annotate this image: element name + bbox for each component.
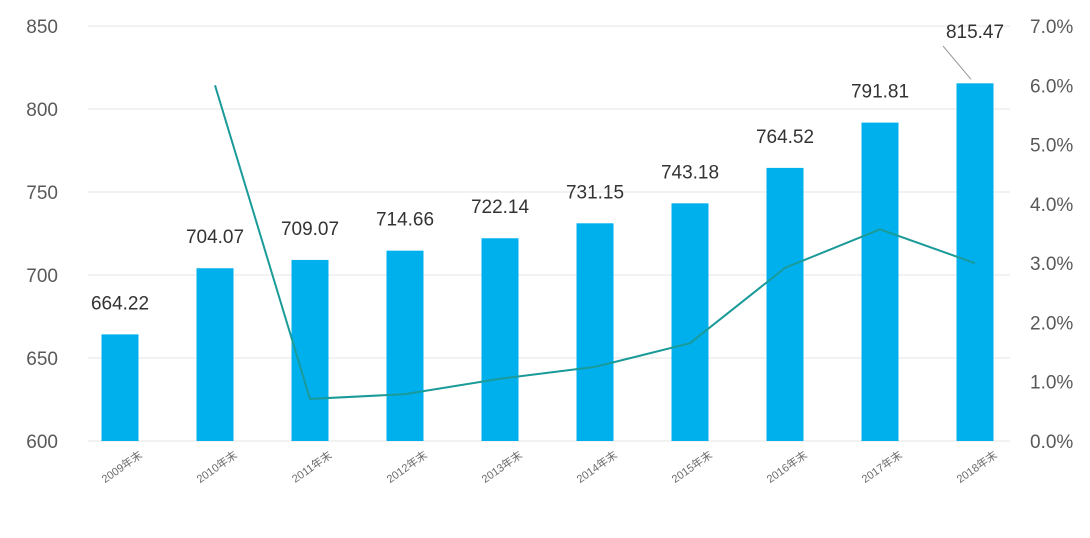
- growth-rate-line: [214, 84, 976, 400]
- bar: [766, 167, 804, 442]
- data-label: 764.52: [756, 127, 814, 148]
- left-tick-label: 700: [26, 266, 58, 287]
- right-tick-label: 7.0%: [1030, 17, 1073, 38]
- bars: [101, 83, 994, 442]
- bar: [481, 238, 519, 441]
- bar: [291, 259, 329, 441]
- right-tick-label: 1.0%: [1030, 373, 1073, 394]
- x-tick-label: 2009年末: [99, 448, 145, 486]
- bar: [196, 268, 234, 441]
- data-labels: 664.22 704.07 709.07 714.66 722.14 731.15 743.…: [91, 22, 1004, 314]
- data-label: 815.47: [946, 22, 1004, 43]
- x-tick-label: 2015年末: [669, 448, 715, 486]
- right-tick-label: 0.0%: [1030, 432, 1073, 453]
- bar: [671, 203, 709, 441]
- bar: [101, 334, 139, 441]
- x-tick-label: 2014年末: [574, 448, 620, 486]
- x-tick-label: 2011年末: [289, 448, 334, 486]
- right-tick-label: 3.0%: [1030, 254, 1073, 275]
- data-label: 664.22: [91, 293, 149, 314]
- x-tick-label: 2016年末: [764, 448, 810, 486]
- left-tick-label: 850: [26, 17, 58, 38]
- left-tick-label: 600: [26, 432, 58, 453]
- label-leader-line: [942, 45, 972, 80]
- bar: [576, 223, 614, 441]
- left-tick-label: 800: [26, 100, 58, 121]
- line-series: [214, 84, 976, 400]
- right-tick-label: 4.0%: [1030, 195, 1073, 216]
- right-y-axis: 0.0% 1.0% 2.0% 3.0% 4.0% 5.0% 6.0% 7.0%: [1030, 17, 1073, 453]
- x-axis: 2009年末 2010年末 2011年末 2012年末 2013年末 2014年末 2015…: [99, 448, 1000, 486]
- data-label: 709.07: [281, 219, 339, 240]
- data-label: 731.15: [566, 182, 624, 203]
- data-label: 791.81: [851, 82, 909, 103]
- left-tick-label: 650: [26, 349, 58, 370]
- x-tick-label: 2010年末: [194, 448, 240, 486]
- data-label: 743.18: [661, 162, 719, 183]
- gridlines: [88, 25, 1010, 442]
- left-tick-label: 750: [26, 183, 58, 204]
- x-tick-label: 2018年末: [954, 448, 1000, 486]
- x-tick-label: 2012年末: [384, 448, 430, 486]
- bar: [861, 122, 899, 441]
- x-tick-label: 2013年末: [479, 448, 525, 486]
- data-label: 722.14: [471, 197, 530, 218]
- right-tick-label: 2.0%: [1030, 313, 1073, 334]
- right-tick-label: 6.0%: [1030, 76, 1073, 97]
- bar: [386, 250, 424, 441]
- right-tick-label: 5.0%: [1030, 136, 1073, 157]
- data-label: 704.07: [186, 227, 244, 248]
- left-y-axis: 600 650 700 750 800 850: [26, 17, 58, 453]
- x-tick-label: 2017年末: [859, 448, 905, 486]
- data-label: 714.66: [376, 210, 434, 231]
